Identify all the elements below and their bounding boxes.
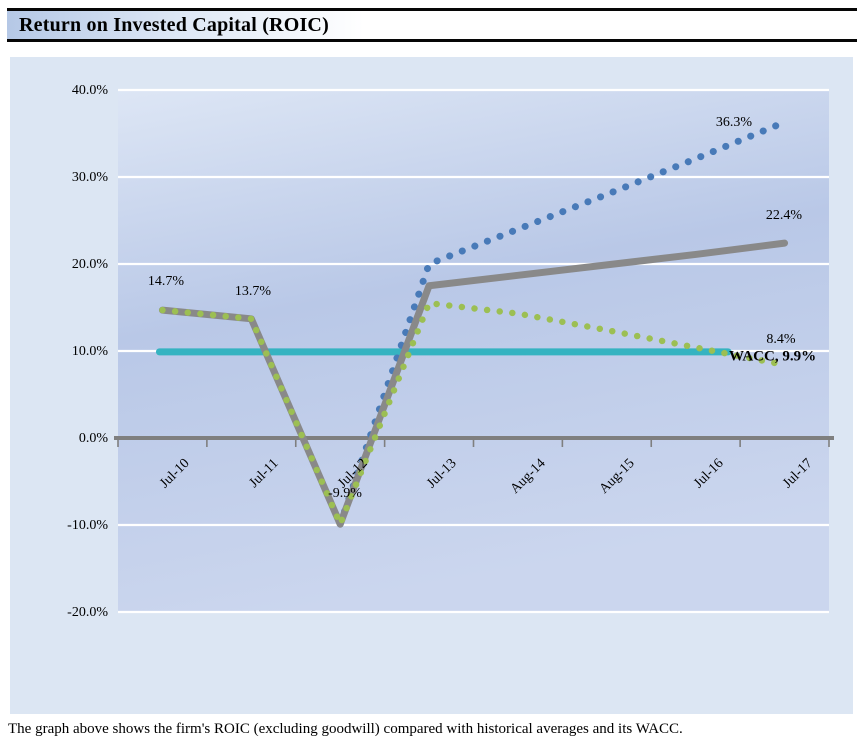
- data-label-wacc: WACC, 9.9%: [729, 348, 817, 365]
- y-axis-label: 10.0%: [71, 343, 108, 359]
- y-axis-label: 40.0%: [71, 82, 108, 98]
- y-axis-label: 20.0%: [71, 256, 108, 272]
- data-label-blue-end: 36.3%: [715, 115, 753, 130]
- chart-caption: The graph above shows the firm's ROIC (e…: [8, 721, 683, 737]
- data-label-jul10: 14.7%: [147, 274, 185, 289]
- data-label-jul12-dip: -9.9%: [328, 486, 362, 501]
- y-axis-label: 30.0%: [71, 169, 108, 185]
- series-green-dotted-line: [159, 299, 788, 528]
- data-label-gray-end: 22.4%: [765, 208, 803, 223]
- y-axis-label: -20.0%: [67, 604, 108, 620]
- y-axis-label: -10.0%: [67, 517, 108, 533]
- series-blue-dotted-line: [336, 118, 789, 528]
- title-bottom-rule: [7, 39, 857, 42]
- data-label-jul11: 13.7%: [234, 284, 272, 299]
- title-top-rule: [7, 8, 857, 11]
- title-background: Return on Invested Capital (ROIC): [7, 11, 857, 39]
- y-axis-label: 0.0%: [78, 430, 108, 446]
- page-title: Return on Invested Capital (ROIC): [19, 14, 329, 36]
- data-label-green-end: 8.4%: [766, 332, 796, 347]
